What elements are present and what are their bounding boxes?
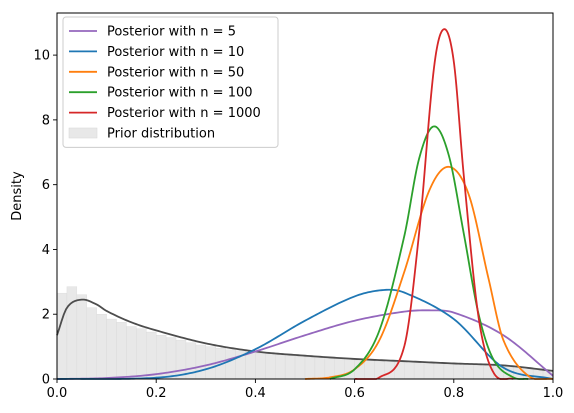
- prior-hist-bar: [76, 294, 87, 380]
- prior-kde: [56, 298, 554, 372]
- x-tick-label: 0.6: [344, 386, 365, 401]
- prior-hist-bar: [96, 314, 107, 380]
- x-tick-label: 1.0: [543, 386, 564, 401]
- legend-label: Posterior with n = 1000: [107, 106, 261, 121]
- y-tick-label: 2: [42, 308, 50, 323]
- prior-hist-bar: [284, 355, 296, 380]
- prior-hist-bar: [126, 326, 137, 380]
- prior-hist-bar: [473, 364, 484, 380]
- prior-hist-bar: [364, 360, 375, 380]
- prior-hist-bar: [225, 349, 236, 380]
- posterior-series: [56, 28, 554, 380]
- series-line-4: [329, 125, 529, 380]
- prior-hist-bar: [116, 322, 127, 380]
- prior-hist-bar: [265, 353, 276, 380]
- prior-hist-bar: [314, 357, 326, 380]
- prior-hist-bar: [106, 318, 117, 380]
- prior-hist-bar: [275, 354, 286, 380]
- prior-hist-bar: [433, 363, 445, 380]
- prior-hist-bar: [136, 328, 147, 380]
- x-tick-label: 0.4: [245, 386, 266, 401]
- prior-hist-bar: [175, 339, 187, 380]
- series-line-5: [354, 28, 514, 380]
- x-tick-label: 0.0: [47, 386, 68, 401]
- prior-hist-bar: [453, 364, 464, 380]
- prior-hist-bar: [255, 352, 266, 380]
- legend-swatch: [68, 127, 98, 139]
- prior-hist-bar: [463, 364, 474, 380]
- y-tick-label: 10: [33, 49, 50, 64]
- prior-hist-bar: [245, 351, 256, 380]
- prior-hist-bar: [443, 363, 455, 380]
- legend-label: Posterior with n = 50: [107, 65, 244, 80]
- y-tick-label: 4: [42, 243, 50, 258]
- y-tick-label: 8: [42, 113, 50, 128]
- prior-hist-bar: [294, 356, 306, 380]
- prior-hist-bar: [304, 356, 316, 380]
- x-tick-label: 0.8: [443, 386, 464, 401]
- y-tick-label: 6: [42, 178, 50, 193]
- prior-kde-line: [56, 298, 554, 372]
- series-line-1: [56, 309, 554, 380]
- prior-hist-bar: [483, 365, 494, 380]
- legend: Posterior with n = 5 Posterior with n = 1…: [62, 16, 279, 148]
- legend-label: Posterior with n = 5: [107, 25, 236, 40]
- y-axis-label: Density: [10, 171, 25, 221]
- legend-label: Posterior with n = 100: [107, 86, 253, 101]
- legend-box: [62, 16, 279, 148]
- x-tick-label: 0.2: [146, 386, 167, 401]
- prior-hist-bar: [195, 344, 207, 380]
- prior-hist-bar: [394, 361, 405, 380]
- prior-hist-bar: [413, 362, 425, 380]
- y-tick-label: 0: [42, 373, 50, 388]
- prior-hist-bar: [146, 331, 157, 380]
- y-axis: 0 2 4 6 8 10: [33, 49, 57, 388]
- prior-hist-bar: [56, 292, 68, 380]
- legend-label: Posterior with n = 10: [107, 45, 244, 60]
- prior-hist-bar: [423, 363, 435, 380]
- legend-label: Prior distribution: [107, 127, 215, 142]
- prior-hist-bar: [86, 307, 97, 380]
- axes-frame: [56, 12, 554, 380]
- prior-hist-bar: [404, 362, 415, 380]
- x-axis: 0.0 0.2 0.4 0.6 0.8 1.0: [47, 379, 564, 401]
